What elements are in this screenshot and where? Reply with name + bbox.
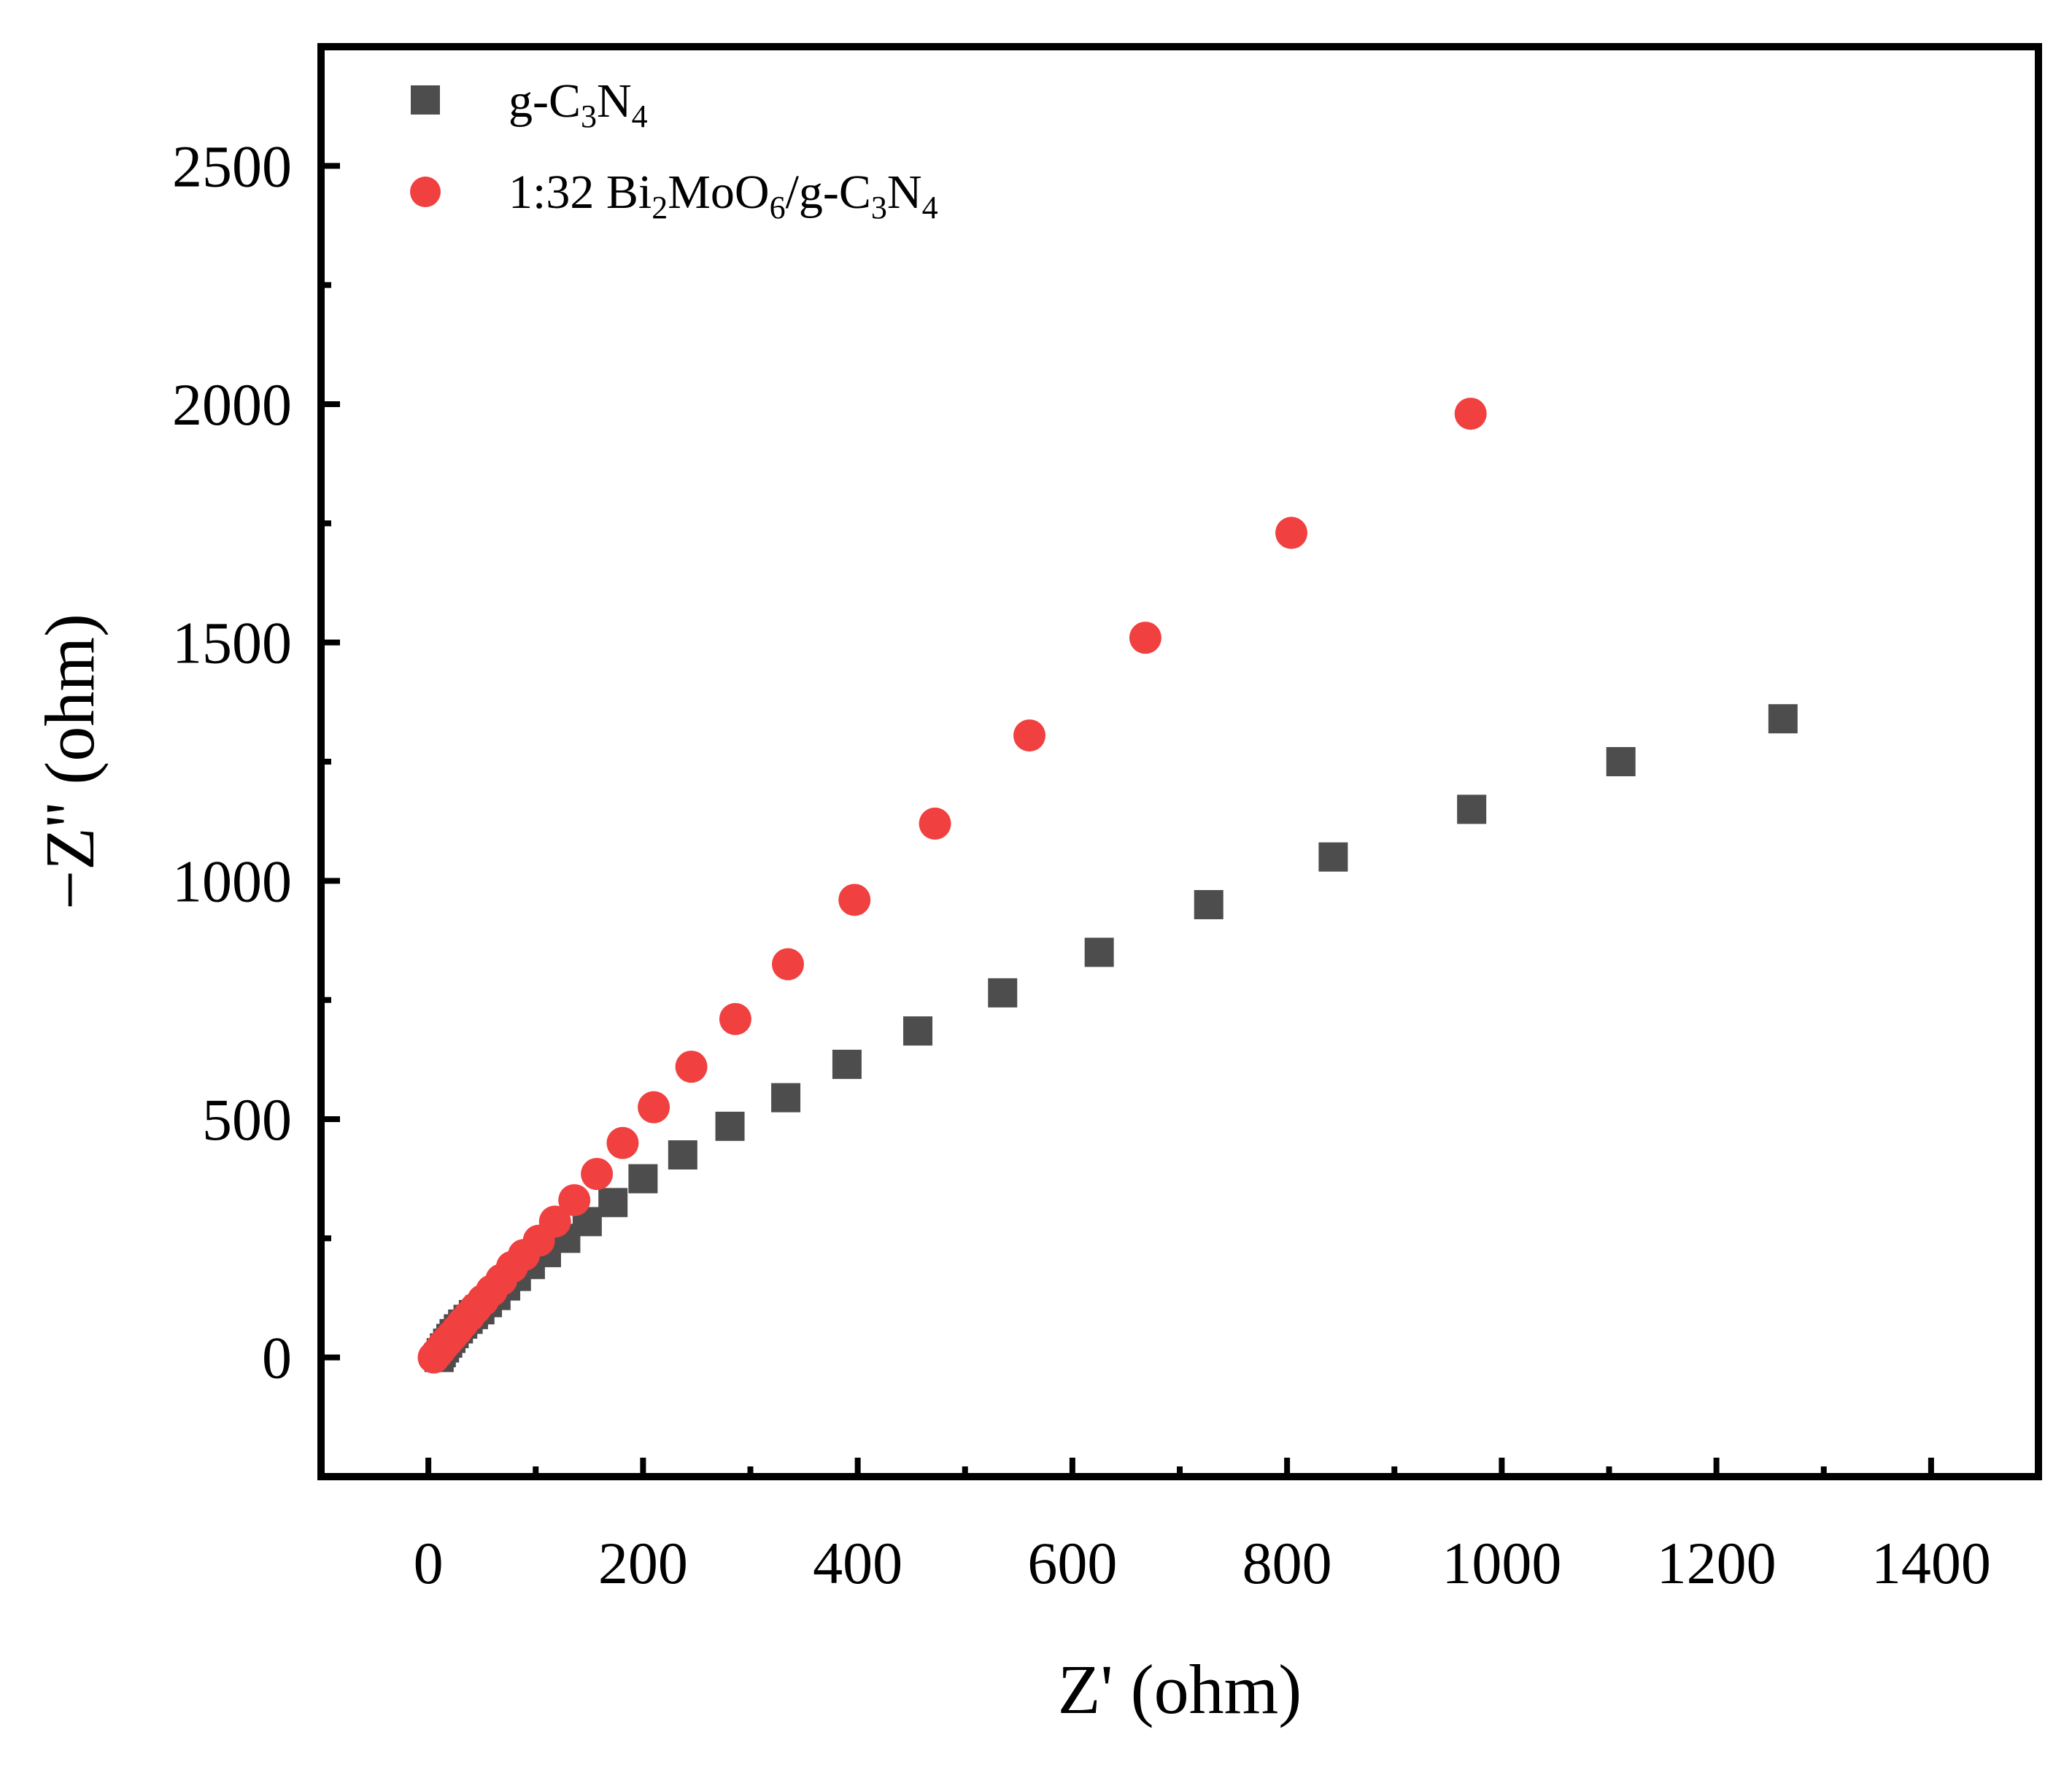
x-tick-label: 1400 xyxy=(1871,1530,1991,1596)
legend-marker-circle xyxy=(410,177,441,207)
y-tick-label: 1000 xyxy=(172,848,292,914)
data-point-circle xyxy=(638,1091,670,1124)
data-point-circle xyxy=(606,1126,639,1159)
x-tick-label: 800 xyxy=(1242,1530,1332,1596)
plot-frame xyxy=(317,43,2042,1480)
data-point-circle xyxy=(1275,517,1308,549)
tick-labels: 0 200 400 600 800 1000 1200 1400 0 500 1000 1500 200… xyxy=(172,133,1991,1596)
x-tick-label: 200 xyxy=(598,1530,688,1596)
legend-marker-square xyxy=(411,85,440,115)
data-point-square xyxy=(1194,890,1224,919)
x-tick-label: 0 xyxy=(414,1530,444,1596)
data-point-circle xyxy=(719,1002,751,1035)
data-point-square xyxy=(903,1016,933,1046)
y-tick-label: 2000 xyxy=(172,371,292,438)
data-point-square xyxy=(598,1188,628,1218)
data-point-circle xyxy=(771,948,804,981)
data-point-square xyxy=(1084,937,1114,967)
legend-label-g-c3n4: g-C3N4 xyxy=(509,74,648,134)
data-point-square xyxy=(628,1164,658,1194)
data-point-square xyxy=(1457,794,1487,824)
data-point-circle xyxy=(538,1205,571,1238)
x-tick-label: 1000 xyxy=(1442,1530,1561,1596)
y-tick-label: 500 xyxy=(202,1086,292,1153)
data-point-square xyxy=(1768,704,1798,734)
y-axis-title: −Z'' (ohm) xyxy=(31,614,109,910)
data-point-square xyxy=(668,1140,697,1169)
y-tick-label: 0 xyxy=(262,1325,292,1391)
data-point-circle xyxy=(675,1051,708,1083)
data-marks xyxy=(417,398,1798,1374)
data-point-circle xyxy=(1129,622,1161,654)
data-point-circle xyxy=(1454,398,1487,430)
y-tick-label: 2500 xyxy=(172,133,292,199)
data-point-square xyxy=(832,1049,862,1079)
data-point-square xyxy=(715,1111,745,1141)
y-tick-label: 1500 xyxy=(172,610,292,676)
series-bi2moo6-g-c3n4 xyxy=(417,398,1487,1374)
x-axis-title: Z' (ohm) xyxy=(1058,1650,1302,1728)
data-point-circle xyxy=(838,883,871,916)
data-point-circle xyxy=(919,807,951,840)
data-point-square xyxy=(988,978,1018,1008)
data-point-circle xyxy=(581,1158,614,1191)
data-point-square xyxy=(1606,747,1636,776)
data-point-square xyxy=(1318,842,1348,872)
legend: g-C3N4 1:32 Bi2MoO6/g-C3N4 xyxy=(410,74,938,225)
data-point-circle xyxy=(558,1184,591,1217)
data-point-circle xyxy=(1013,719,1046,752)
x-tick-label: 600 xyxy=(1027,1530,1117,1596)
x-tick-label: 1200 xyxy=(1657,1530,1777,1596)
x-tick-label: 400 xyxy=(813,1530,902,1596)
data-point-square xyxy=(771,1083,801,1113)
legend-label-bi2moo6-g-c3n4: 1:32 Bi2MoO6/g-C3N4 xyxy=(509,166,938,225)
